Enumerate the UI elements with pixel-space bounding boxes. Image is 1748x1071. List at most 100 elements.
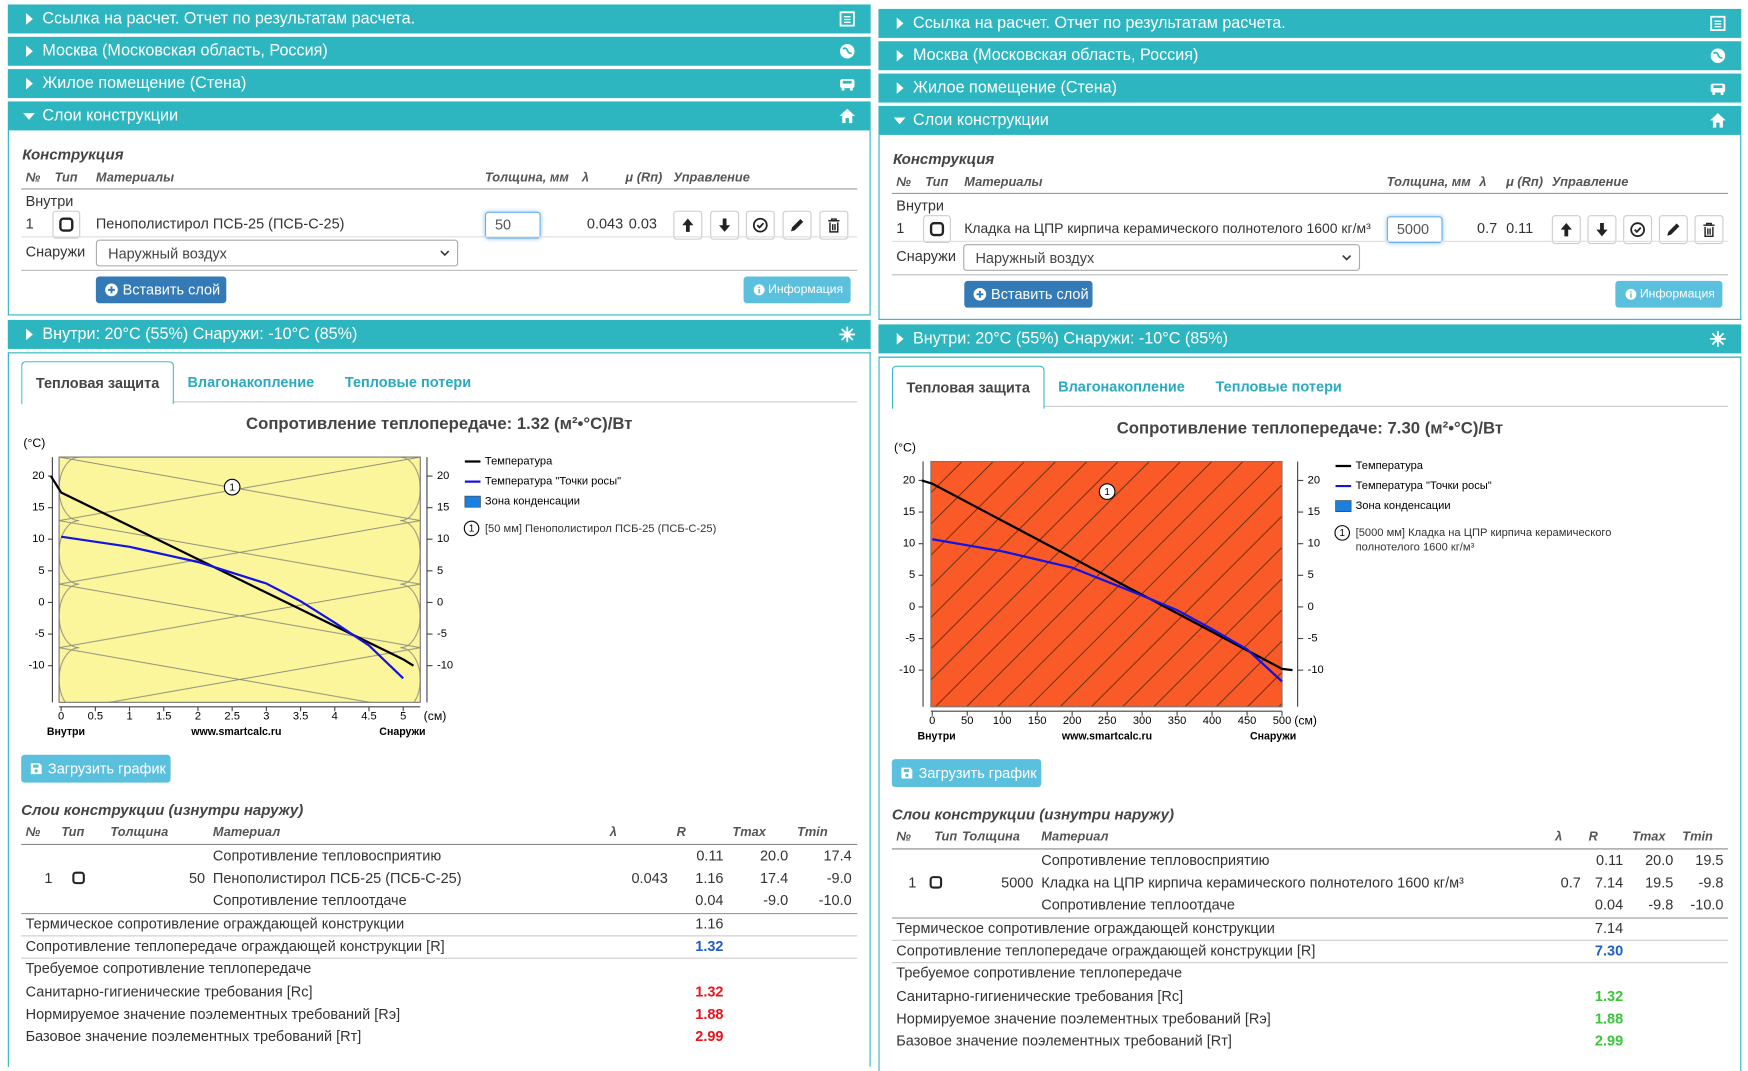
layer-tmin: -9.8 bbox=[1698, 874, 1724, 891]
icon-sun bbox=[839, 326, 856, 343]
icon-box bbox=[929, 221, 945, 237]
control-button[interactable] bbox=[745, 210, 775, 240]
info-button[interactable]: Информация bbox=[743, 276, 851, 304]
x-tick-label: 2.5 bbox=[224, 711, 239, 723]
mu-value: 0.03 bbox=[628, 215, 657, 232]
icon-shape bbox=[1713, 85, 1723, 89]
column-header: Tmin bbox=[797, 826, 828, 840]
icon-shape bbox=[1714, 20, 1722, 28]
accordion-header[interactable]: Жилое помещение (Стена) bbox=[878, 73, 1742, 103]
accordion-header[interactable]: Москва (Московская область, Россия) bbox=[878, 41, 1742, 71]
y-tick-label: -10 bbox=[899, 664, 915, 676]
tab[interactable]: Влагонакопление bbox=[172, 361, 330, 402]
tab[interactable]: Тепловые потери bbox=[1201, 366, 1357, 407]
layer-type-button[interactable] bbox=[52, 210, 81, 239]
icon-shape bbox=[929, 221, 945, 237]
accordion-header[interactable]: Ссылка на расчет. Отчет по результатам р… bbox=[7, 4, 871, 34]
layer-tmin: -9.0 bbox=[826, 869, 852, 887]
icon-shape bbox=[756, 222, 765, 229]
tab[interactable]: Тепловые потери bbox=[330, 361, 486, 402]
info-button[interactable]: Информация bbox=[1615, 280, 1723, 308]
summary-label: Нормируемое значение поэлементных требов… bbox=[25, 1005, 401, 1023]
icon-dn bbox=[719, 218, 731, 232]
layer-type-button[interactable] bbox=[923, 215, 951, 244]
tab[interactable]: Влагонакопление bbox=[1042, 366, 1200, 407]
icon-right bbox=[896, 333, 904, 345]
control-button[interactable] bbox=[1658, 215, 1688, 245]
calc-panel: Ссылка на расчет. Отчет по результатам р… bbox=[7, 4, 871, 1067]
section-title: Слои конструкции (изнутри наружу) bbox=[891, 806, 1174, 823]
control-button[interactable] bbox=[1551, 215, 1581, 245]
insert-layer-button[interactable]: Вставить слой bbox=[95, 276, 227, 304]
button-label: Информация bbox=[768, 283, 844, 297]
layer-number: 1 bbox=[25, 215, 34, 232]
icon-shape bbox=[905, 773, 909, 778]
legend-layer-marker bbox=[1334, 525, 1351, 541]
lambda-value: 0.043 bbox=[586, 215, 624, 232]
control-button[interactable] bbox=[1623, 215, 1653, 245]
layer-tmax: 19.5 bbox=[1645, 874, 1674, 891]
series-line bbox=[60, 535, 404, 680]
download-chart-button[interactable]: Загрузить график bbox=[891, 759, 1042, 788]
insert-layer-button[interactable]: Вставить слой bbox=[964, 280, 1093, 308]
thickness-input[interactable]: 5000 bbox=[1386, 216, 1443, 244]
accordion-header[interactable]: Ссылка на расчет. Отчет по результатам р… bbox=[878, 8, 1742, 38]
accordion-header[interactable]: Внутри: 20°C (55%) Снаружи: -10°C (85%) bbox=[878, 324, 1742, 354]
layer-tmin: 17.4 bbox=[823, 847, 852, 864]
icon-right bbox=[26, 328, 33, 341]
control-button[interactable] bbox=[673, 210, 703, 240]
control-button[interactable] bbox=[819, 210, 849, 240]
layer-marker-number: 1 bbox=[1104, 487, 1110, 498]
column-header: Толщина, мм bbox=[484, 171, 569, 186]
y-tick-label: 10 bbox=[32, 533, 44, 545]
button-label: Загрузить график bbox=[918, 764, 1037, 781]
construction-box bbox=[878, 134, 1742, 320]
accordion-header[interactable]: Слои конструкции bbox=[878, 105, 1742, 135]
column-header: Толщина bbox=[110, 826, 169, 840]
icon-shape bbox=[1703, 222, 1715, 238]
control-button[interactable] bbox=[1694, 215, 1724, 245]
accordion-header[interactable]: Жилое помещение (Стена) bbox=[7, 69, 871, 99]
divider bbox=[21, 269, 858, 271]
summary-value: 2.99 bbox=[1594, 1032, 1624, 1050]
accordion-header[interactable]: Москва (Московская область, Россия) bbox=[7, 36, 871, 66]
column-header: Тип bbox=[61, 826, 85, 840]
control-button[interactable] bbox=[710, 210, 740, 240]
icon-list bbox=[1710, 15, 1726, 31]
summary-label: Базовое значение поэлементных требований… bbox=[896, 1032, 1232, 1050]
layer-number: 1 bbox=[896, 219, 905, 237]
y-tick-label: 5 bbox=[909, 569, 915, 581]
icon-shape bbox=[1710, 15, 1726, 31]
layer-r: 1.16 bbox=[695, 869, 724, 887]
column-header: μ (Rп) bbox=[625, 171, 663, 186]
icon-shape bbox=[896, 17, 904, 30]
x-tick-label: 4 bbox=[332, 711, 338, 723]
thickness-input[interactable]: 50 bbox=[484, 211, 541, 239]
column-header: Тип bbox=[54, 171, 78, 186]
tab[interactable]: Тепловая защита bbox=[21, 361, 174, 405]
icon-shape bbox=[828, 218, 840, 233]
layer-thickness: 5000 bbox=[1001, 874, 1034, 891]
x-unit: (см) bbox=[1294, 714, 1317, 728]
control-button[interactable] bbox=[782, 210, 812, 240]
divider bbox=[21, 957, 858, 959]
y2-tick-label: -10 bbox=[1308, 664, 1324, 676]
x-tick-label: 3 bbox=[263, 711, 269, 723]
control-button[interactable] bbox=[1587, 215, 1617, 245]
legend-layer-label: [50 мм] Пенополистирол ПСБ-25 (ПСБ-С-25) bbox=[484, 522, 717, 536]
icon-box bbox=[72, 871, 85, 885]
thickness-value: 5000 bbox=[1396, 220, 1430, 238]
icon-shape bbox=[1634, 227, 1642, 234]
tab[interactable]: Тепловая защита bbox=[891, 365, 1045, 410]
x-tick-label: 400 bbox=[1203, 715, 1222, 727]
outside-medium-select[interactable]: Наружный воздух bbox=[95, 239, 459, 267]
summary-label: Термическое сопротивление ограждающей ко… bbox=[25, 915, 405, 932]
outside-medium-select[interactable]: Наружный воздух bbox=[963, 244, 1361, 271]
download-chart-button[interactable]: Загрузить график bbox=[21, 754, 171, 783]
layer-marker-number: 1 bbox=[229, 482, 235, 493]
accordion-header[interactable]: Внутри: 20°C (55%) Снаружи: -10°C (85%) bbox=[7, 319, 871, 349]
x-tick-label: 3.5 bbox=[293, 711, 308, 723]
accordion-header[interactable]: Слои конструкции bbox=[7, 101, 871, 131]
icon-right bbox=[26, 45, 33, 58]
